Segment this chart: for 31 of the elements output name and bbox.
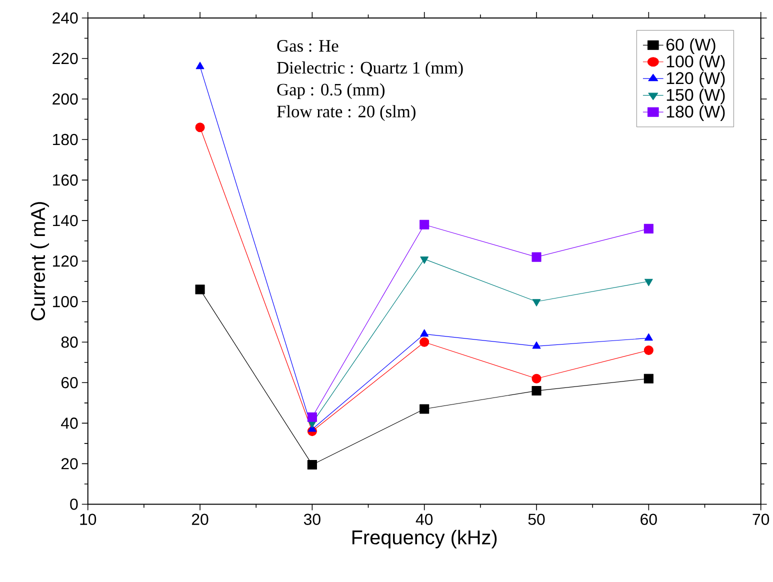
legend-label: 180 (W) xyxy=(666,105,725,121)
legend-label: 150 (W) xyxy=(666,88,725,104)
y-tick-label: 240 xyxy=(52,12,78,24)
annotation: Gap : 0.5 (mm) xyxy=(277,83,385,100)
legend-label: 60 (W) xyxy=(666,38,716,54)
y-tick-label: 140 xyxy=(53,214,78,226)
y-tick-label: 0 xyxy=(70,498,78,510)
annotation: Flow rate : 20 (slm) xyxy=(276,105,416,121)
y-tick-label: 100 xyxy=(53,296,78,308)
x-tick-label: 10 xyxy=(80,514,96,525)
x-tick-label: 70 xyxy=(752,514,770,525)
y-tick-label: 220 xyxy=(52,52,78,64)
y-tick-label: 80 xyxy=(61,336,78,348)
x-tick-label: 40 xyxy=(416,514,433,525)
x-tick-label: 30 xyxy=(304,514,320,525)
y-tick-label: 20 xyxy=(61,458,78,470)
x-tick-label: 50 xyxy=(528,514,545,525)
x-tick-label: 20 xyxy=(192,514,208,525)
x-tick-label: 60 xyxy=(640,514,657,525)
y-tick-label: 40 xyxy=(61,418,78,429)
annotation: Gas : He xyxy=(277,40,338,52)
x-axis-title: Frequency (kHz) xyxy=(352,530,497,548)
y-axis-title: Current ( mA) xyxy=(30,202,49,320)
annotation: Dielectric : Quartz 1 (mm) xyxy=(276,61,463,78)
y-tick-label: 60 xyxy=(61,376,78,388)
y-tick-label: 180 xyxy=(53,134,78,146)
legend-label: 120 (W) xyxy=(666,72,725,88)
legend-label: 100 (W) xyxy=(666,54,725,71)
y-tick-label: 120 xyxy=(53,255,78,267)
y-tick-label: 200 xyxy=(52,93,78,105)
y-tick-label: 160 xyxy=(53,174,78,186)
